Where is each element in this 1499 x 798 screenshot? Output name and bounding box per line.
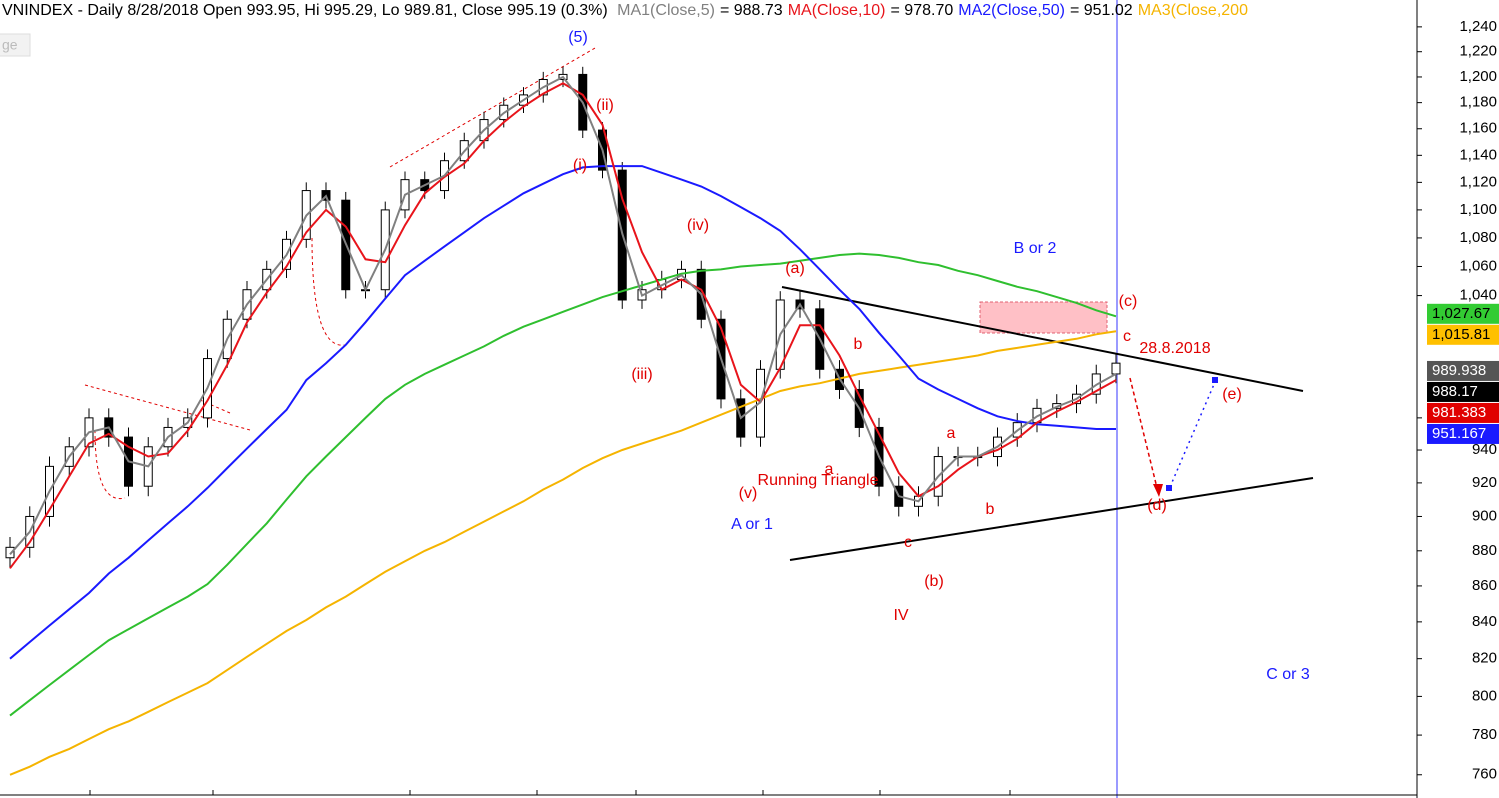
value-tag-box — [1427, 324, 1499, 345]
y-tick-label: 760 — [1472, 766, 1497, 783]
projection-down — [1129, 377, 1159, 493]
wave-label: (c) — [1119, 293, 1138, 310]
ma-line — [9, 165, 1116, 660]
y-tick-label: 800 — [1472, 687, 1497, 704]
value-tag: 951.167 — [1427, 423, 1499, 444]
y-tick-label: 1,240 — [1459, 18, 1497, 35]
legend-name: MA1(Close,5) — [617, 2, 715, 19]
y-tick-label: 1,060 — [1459, 257, 1497, 274]
wave-label: b — [854, 336, 863, 353]
wave-label: 28.8.2018 — [1139, 340, 1210, 357]
y-tick-label: 1,100 — [1459, 201, 1497, 218]
y-tick-label: 1,120 — [1459, 173, 1497, 190]
value-tag-box — [1427, 423, 1499, 444]
y-tick-label: 1,180 — [1459, 94, 1497, 111]
value-tag: 988.17 — [1427, 381, 1499, 402]
arrow-head — [1153, 484, 1163, 497]
wave-label: a — [825, 461, 834, 478]
wave-label: c — [904, 534, 912, 551]
wave-label: Running Triangle — [758, 472, 879, 489]
value-tag: 1,015.81 — [1427, 324, 1499, 345]
value-tag-label: 988.17 — [1432, 383, 1478, 400]
marks — [5, 66, 1121, 776]
y-tick-label: 940 — [1472, 441, 1497, 458]
projection-point — [1166, 485, 1172, 491]
value-tag-label: 989.938 — [1432, 362, 1486, 379]
value-tag-label: 1,015.81 — [1432, 326, 1490, 343]
y-tick-label: 820 — [1472, 650, 1497, 667]
wave-label: (5) — [568, 29, 588, 46]
value-tags: 1,027.67 1,015.81 989.938 988.17 981.383 951.… — [1427, 303, 1499, 444]
y-tick-label: 1,220 — [1459, 43, 1497, 60]
value-tag-box — [1427, 360, 1499, 381]
wave-label: (d) — [1147, 497, 1167, 514]
legend-value: = 951.02 — [1070, 2, 1133, 19]
projection-point — [1212, 377, 1218, 383]
candle-body — [1111, 362, 1121, 375]
y-axis-labels: 7607808008208408608809009209409601,0401,… — [1417, 18, 1497, 783]
legend-name: MA(Close,10) — [788, 2, 886, 19]
value-tag-label: 1,027.67 — [1432, 305, 1490, 322]
value-tag-box — [1427, 402, 1499, 423]
ma-line — [9, 75, 1117, 555]
ma-line — [9, 330, 1117, 776]
value-tag-label: 951.167 — [1432, 425, 1486, 442]
wave-label: B or 2 — [1014, 240, 1057, 257]
wave-label: (b) — [924, 573, 944, 590]
wave-label: (e) — [1222, 386, 1242, 403]
x-ticks — [89, 790, 1011, 795]
y-tick-label: 860 — [1472, 577, 1497, 594]
value-tag-label: 981.383 — [1432, 404, 1486, 421]
y-tick-label: 1,160 — [1459, 120, 1497, 137]
trend-dash — [84, 384, 251, 431]
wave-label: (v) — [739, 485, 758, 502]
header: VNINDEX - Daily 8/28/2018 Open 993.95, H… — [2, 2, 1248, 19]
y-tick-label: 780 — [1472, 726, 1497, 743]
wave-label: (i) — [573, 157, 587, 174]
wave-label: (ii) — [596, 97, 614, 114]
y-tick-label: 1,200 — [1459, 68, 1497, 85]
wave-label: C or 3 — [1266, 666, 1310, 683]
candle-body — [5, 546, 15, 559]
legend-name: MA3(Close,200 — [1138, 2, 1248, 19]
legend-value: = 978.70 — [891, 2, 954, 19]
y-tick-label: 1,140 — [1459, 146, 1497, 163]
y-tick-label: 880 — [1472, 542, 1497, 559]
wave-label: b — [986, 501, 995, 518]
projection-up — [1169, 381, 1216, 488]
wave-label: A or 1 — [731, 516, 773, 533]
value-tag: 1,027.67 — [1427, 303, 1499, 324]
wave-label: (a) — [785, 260, 805, 277]
triangle-upper — [781, 286, 1304, 392]
triangle-lower — [789, 477, 1314, 561]
wave-label: (iv) — [687, 217, 709, 234]
value-tag-box — [1427, 303, 1499, 324]
wave-label: IV — [893, 607, 908, 624]
chart-title: VNINDEX - Daily 8/28/2018 Open 993.95, H… — [2, 2, 608, 19]
wave-label: c — [1123, 328, 1131, 345]
y-tick-label: 900 — [1472, 507, 1497, 524]
value-tag: 989.938 — [1427, 360, 1499, 381]
value-tag: 981.383 — [1427, 402, 1499, 423]
trend-dash — [311, 237, 346, 346]
ma-line — [9, 82, 1117, 569]
legend-stub — [0, 33, 31, 57]
y-tick-label: 1,040 — [1459, 287, 1497, 304]
value-tag-box — [1427, 381, 1499, 402]
wave-label: (iii) — [631, 366, 652, 383]
ma-line — [9, 252, 1117, 717]
legend-name: MA2(Close,50) — [958, 2, 1065, 19]
trend-dash — [94, 429, 126, 500]
wave-label: a — [947, 425, 956, 442]
watermark: ge — [2, 37, 18, 53]
y-tick-label: 1,080 — [1459, 229, 1497, 246]
y-tick-label: 840 — [1472, 613, 1497, 630]
y-tick-label: 920 — [1472, 474, 1497, 491]
legend-value: = 988.73 — [720, 2, 783, 19]
